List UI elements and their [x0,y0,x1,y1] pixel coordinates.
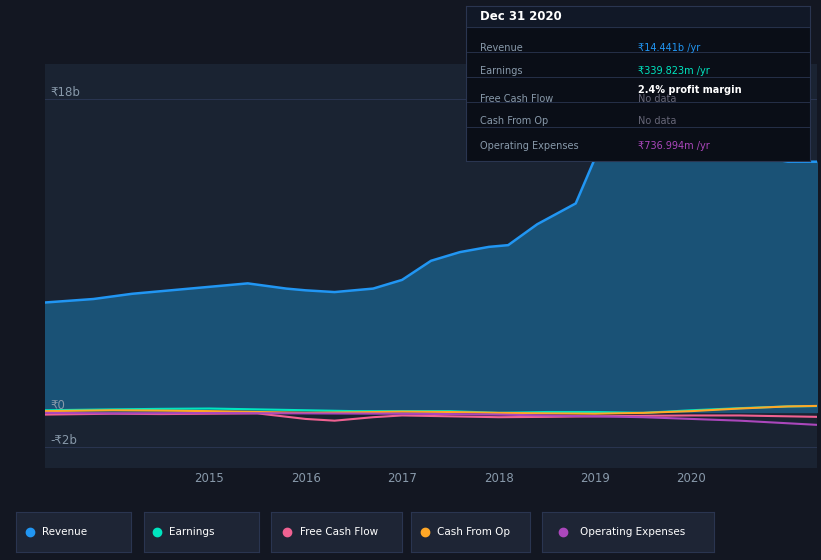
Bar [466,6,810,27]
Text: Operating Expenses: Operating Expenses [580,527,685,537]
Text: ₹0: ₹0 [50,399,65,412]
Text: -₹2b: -₹2b [50,434,77,447]
Text: ₹339.823m /yr: ₹339.823m /yr [638,66,709,76]
Text: Earnings: Earnings [169,527,214,537]
Text: No data: No data [638,94,677,104]
Text: Dec 31 2020: Dec 31 2020 [480,10,562,23]
Text: ₹14.441b /yr: ₹14.441b /yr [638,43,700,53]
Text: Cash From Op: Cash From Op [480,116,548,126]
Text: Earnings: Earnings [480,66,522,76]
Text: Free Cash Flow: Free Cash Flow [300,527,378,537]
Text: Cash From Op: Cash From Op [437,527,510,537]
Text: Free Cash Flow: Free Cash Flow [480,94,553,104]
Text: No data: No data [638,116,677,126]
Text: Operating Expenses: Operating Expenses [480,141,579,151]
Text: ₹736.994m /yr: ₹736.994m /yr [638,141,709,151]
Text: Revenue: Revenue [42,527,87,537]
Text: ₹18b: ₹18b [50,86,80,99]
Text: 2.4% profit margin: 2.4% profit margin [638,85,741,95]
Text: Revenue: Revenue [480,43,523,53]
